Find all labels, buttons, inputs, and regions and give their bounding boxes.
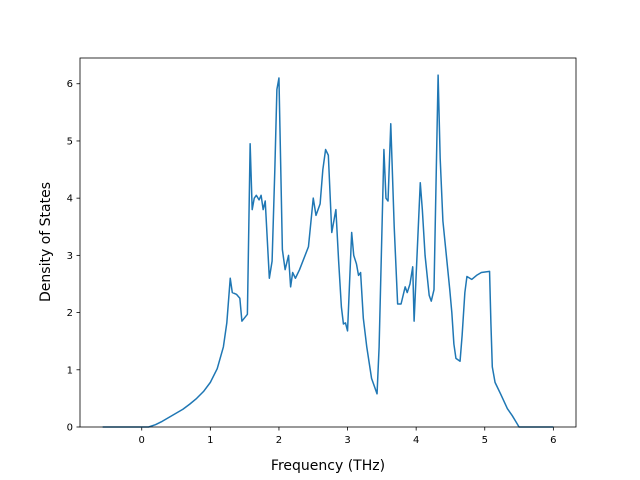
y-tick-label: 5 xyxy=(67,136,73,147)
x-axis-label: Frequency (THz) xyxy=(271,458,385,474)
x-tick-label: 1 xyxy=(207,435,213,446)
x-tick-label: 6 xyxy=(550,435,556,446)
y-tick-label: 1 xyxy=(67,365,73,376)
x-tick-label: 4 xyxy=(413,435,419,446)
y-tick-label: 6 xyxy=(67,79,73,90)
x-tick-label: 0 xyxy=(139,435,145,446)
x-tick-label: 2 xyxy=(276,435,282,446)
y-axis-label: Density of States xyxy=(38,182,54,302)
data-line xyxy=(102,74,554,428)
y-tick-label: 2 xyxy=(67,308,73,319)
plot-frame xyxy=(79,57,577,428)
x-tick-label: 5 xyxy=(482,435,488,446)
y-tick-label: 0 xyxy=(67,423,73,434)
y-tick-label: 3 xyxy=(67,251,73,262)
y-tick-label: 4 xyxy=(67,194,73,205)
x-tick-label: 3 xyxy=(344,435,350,446)
